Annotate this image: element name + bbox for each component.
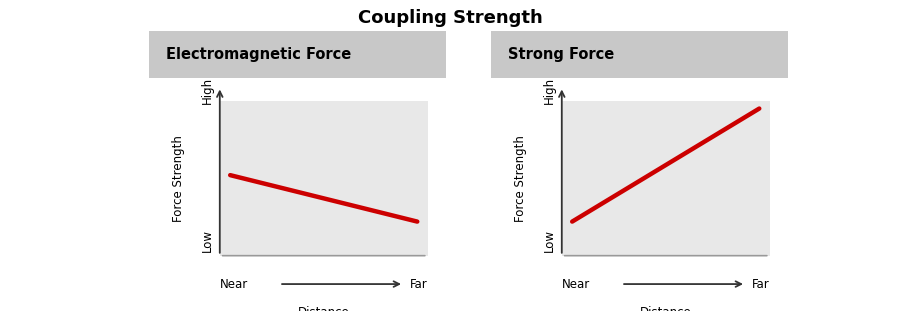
Text: Electromagnetic Force: Electromagnetic Force <box>166 47 352 62</box>
Text: Coupling Strength: Coupling Strength <box>357 9 543 27</box>
Text: Strong Force: Strong Force <box>508 47 615 62</box>
Bar <box>562 101 770 256</box>
Text: High: High <box>201 77 214 104</box>
Text: Near: Near <box>562 277 590 290</box>
Bar <box>220 101 428 256</box>
Bar <box>491 31 788 77</box>
Text: Far: Far <box>752 277 770 290</box>
Text: Far: Far <box>410 277 427 290</box>
Text: Distance: Distance <box>298 306 349 311</box>
Text: Low: Low <box>201 229 214 252</box>
Text: Distance: Distance <box>640 306 691 311</box>
Text: High: High <box>543 77 556 104</box>
Text: Force Strength: Force Strength <box>172 135 184 222</box>
Text: Low: Low <box>543 229 556 252</box>
Bar <box>148 31 445 77</box>
Text: Near: Near <box>220 277 248 290</box>
Text: Force Strength: Force Strength <box>514 135 526 222</box>
